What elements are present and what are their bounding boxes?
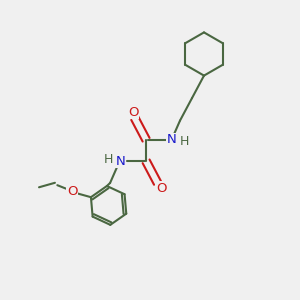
Text: H: H: [179, 135, 189, 148]
Text: H: H: [103, 153, 113, 166]
Text: O: O: [157, 182, 167, 195]
Text: H: H: [179, 135, 189, 148]
Text: N: N: [116, 155, 125, 168]
Text: O: O: [157, 182, 167, 195]
Text: O: O: [67, 185, 78, 198]
Text: N: N: [167, 133, 176, 146]
Text: O: O: [128, 106, 138, 118]
Text: O: O: [67, 185, 78, 198]
Text: H: H: [103, 153, 113, 166]
Text: N: N: [167, 133, 176, 146]
Text: N: N: [116, 155, 125, 168]
Text: O: O: [128, 106, 138, 118]
